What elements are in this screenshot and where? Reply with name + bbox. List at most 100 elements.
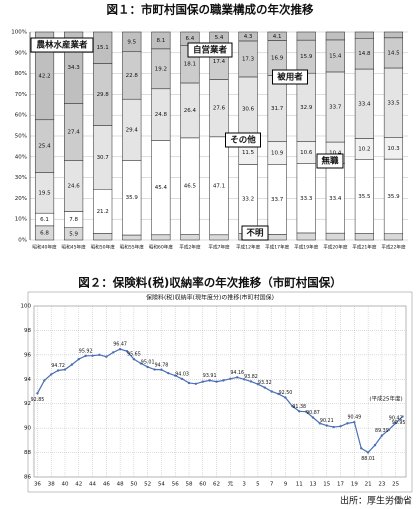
segment-label: 33.4 [358, 101, 371, 107]
segment-label: 15.4 [329, 53, 342, 59]
x-tick-label: 60 [199, 482, 206, 488]
x-tick-label: 62 [213, 482, 220, 488]
bar-segment [93, 233, 113, 241]
segment-label: 14.5 [387, 50, 400, 56]
data-label: 94.78 [155, 362, 169, 368]
data-point [346, 422, 349, 425]
data-point [70, 363, 74, 366]
data-label: 94.72 [51, 363, 65, 369]
y-tick-label: 86 [24, 475, 31, 481]
data-point [401, 415, 404, 418]
x-tick-label: 平成20年度 [323, 244, 348, 251]
segment-label: 4.1 [273, 34, 282, 40]
segment-label: 32.9 [300, 105, 313, 111]
y-tick-label: 96 [24, 352, 31, 358]
y-tick-label: 80% [15, 71, 27, 77]
data-point [229, 377, 232, 380]
data-point [263, 386, 266, 389]
y-tick-label: 70% [15, 92, 27, 98]
segment-label: 11.5 [242, 150, 255, 156]
legend-box [225, 132, 261, 148]
data-point [194, 382, 198, 386]
figure1-title: 図１：市町村国保の職業構成の年次推移 [107, 3, 314, 17]
segment-label: 5.9 [69, 231, 78, 237]
data-point [318, 422, 322, 425]
segment-label: 19.5 [38, 190, 51, 196]
x-tick-label: 3 [242, 482, 246, 488]
data-label: 94.16 [230, 370, 244, 376]
y-tick-label: 100 [21, 304, 32, 310]
segment-label: 8.1 [156, 38, 165, 44]
x-tick-label: 7 [270, 482, 274, 488]
data-point [77, 357, 80, 361]
data-point [43, 379, 46, 382]
data-point [291, 404, 294, 408]
x-tick-label: 昭和50年度 [91, 244, 116, 251]
x-tick-label: 19 [351, 482, 358, 488]
legend-box [272, 69, 308, 85]
y-tick-label: 90% [15, 50, 27, 56]
data-label: 92.85 [31, 397, 45, 403]
data-point [298, 410, 301, 413]
segment-label: 33.7 [271, 197, 284, 203]
x-tick-label: 昭和40年度 [32, 244, 57, 251]
legend-box [241, 225, 269, 241]
segment-label: 42.2 [38, 73, 50, 79]
segment-label: 24.6 [67, 183, 80, 189]
segment-label: 30.7 [97, 155, 110, 161]
x-tick-label: 15 [323, 482, 330, 488]
segment-label: 17.4 [213, 59, 226, 65]
y-tick-label: 90 [24, 426, 31, 432]
data-point [339, 425, 342, 428]
y-tick-label: 50% [15, 134, 27, 140]
segment-label: 10.6 [300, 150, 313, 156]
segment-label: 24.8 [155, 112, 168, 118]
data-label: 93.32 [258, 380, 272, 386]
data-point [180, 377, 184, 381]
bar-segment [354, 233, 374, 241]
legend-label: 不明 [246, 229, 264, 239]
bar-segment [383, 233, 404, 241]
chart2-subtitle: 保険料(税)収納率(現年度分)の推移(市町村国保) [146, 294, 274, 302]
segment-label: 29.4 [126, 127, 139, 133]
data-point [387, 428, 390, 432]
x-tick-label: 48 [117, 482, 124, 488]
y-tick-label: 88 [24, 450, 31, 456]
x-tick-label: 40 [62, 482, 69, 488]
segment-label: 22.8 [126, 73, 139, 79]
data-label: 94.03 [175, 371, 189, 377]
segment-label: 4.3 [244, 34, 253, 40]
data-point [256, 382, 260, 386]
bar-segment [325, 31, 345, 41]
y-tick-label: 92 [24, 401, 31, 407]
segment-label: 33.3 [300, 196, 313, 202]
x-tick-label: 平成2年度 [179, 244, 201, 251]
data-point [132, 357, 136, 361]
x-tick-label: 平成17年度 [265, 244, 290, 251]
segment-label: 19.2 [155, 66, 167, 72]
data-point [174, 374, 177, 377]
bar-segment [34, 31, 55, 121]
data-label: 95.01 [141, 359, 155, 365]
bar-segment [122, 31, 142, 53]
bar-segment [238, 31, 258, 42]
segment-label: 33.4 [329, 196, 342, 202]
x-tick-label: 56 [172, 482, 179, 488]
data-label: 90.21 [320, 418, 334, 424]
data-point [125, 349, 129, 353]
data-point [112, 351, 115, 354]
data-point [332, 425, 335, 429]
segment-label: 7.8 [69, 217, 78, 223]
y-tick-label: 40% [15, 154, 27, 160]
segment-label: 18.1 [184, 62, 196, 68]
x-tick-label: 昭和60年度 [149, 244, 174, 251]
segment-label: 14.8 [358, 51, 371, 57]
x-tick-label: 50 [130, 482, 137, 488]
legend-box [30, 37, 94, 53]
segment-label: 15.1 [97, 45, 109, 51]
bar-segment [267, 234, 287, 241]
data-label: 91.38 [292, 404, 306, 410]
segment-label: 10.2 [358, 147, 370, 153]
segment-label: 6.4 [186, 36, 195, 42]
legend-label: 農林水産業者 [36, 40, 88, 51]
